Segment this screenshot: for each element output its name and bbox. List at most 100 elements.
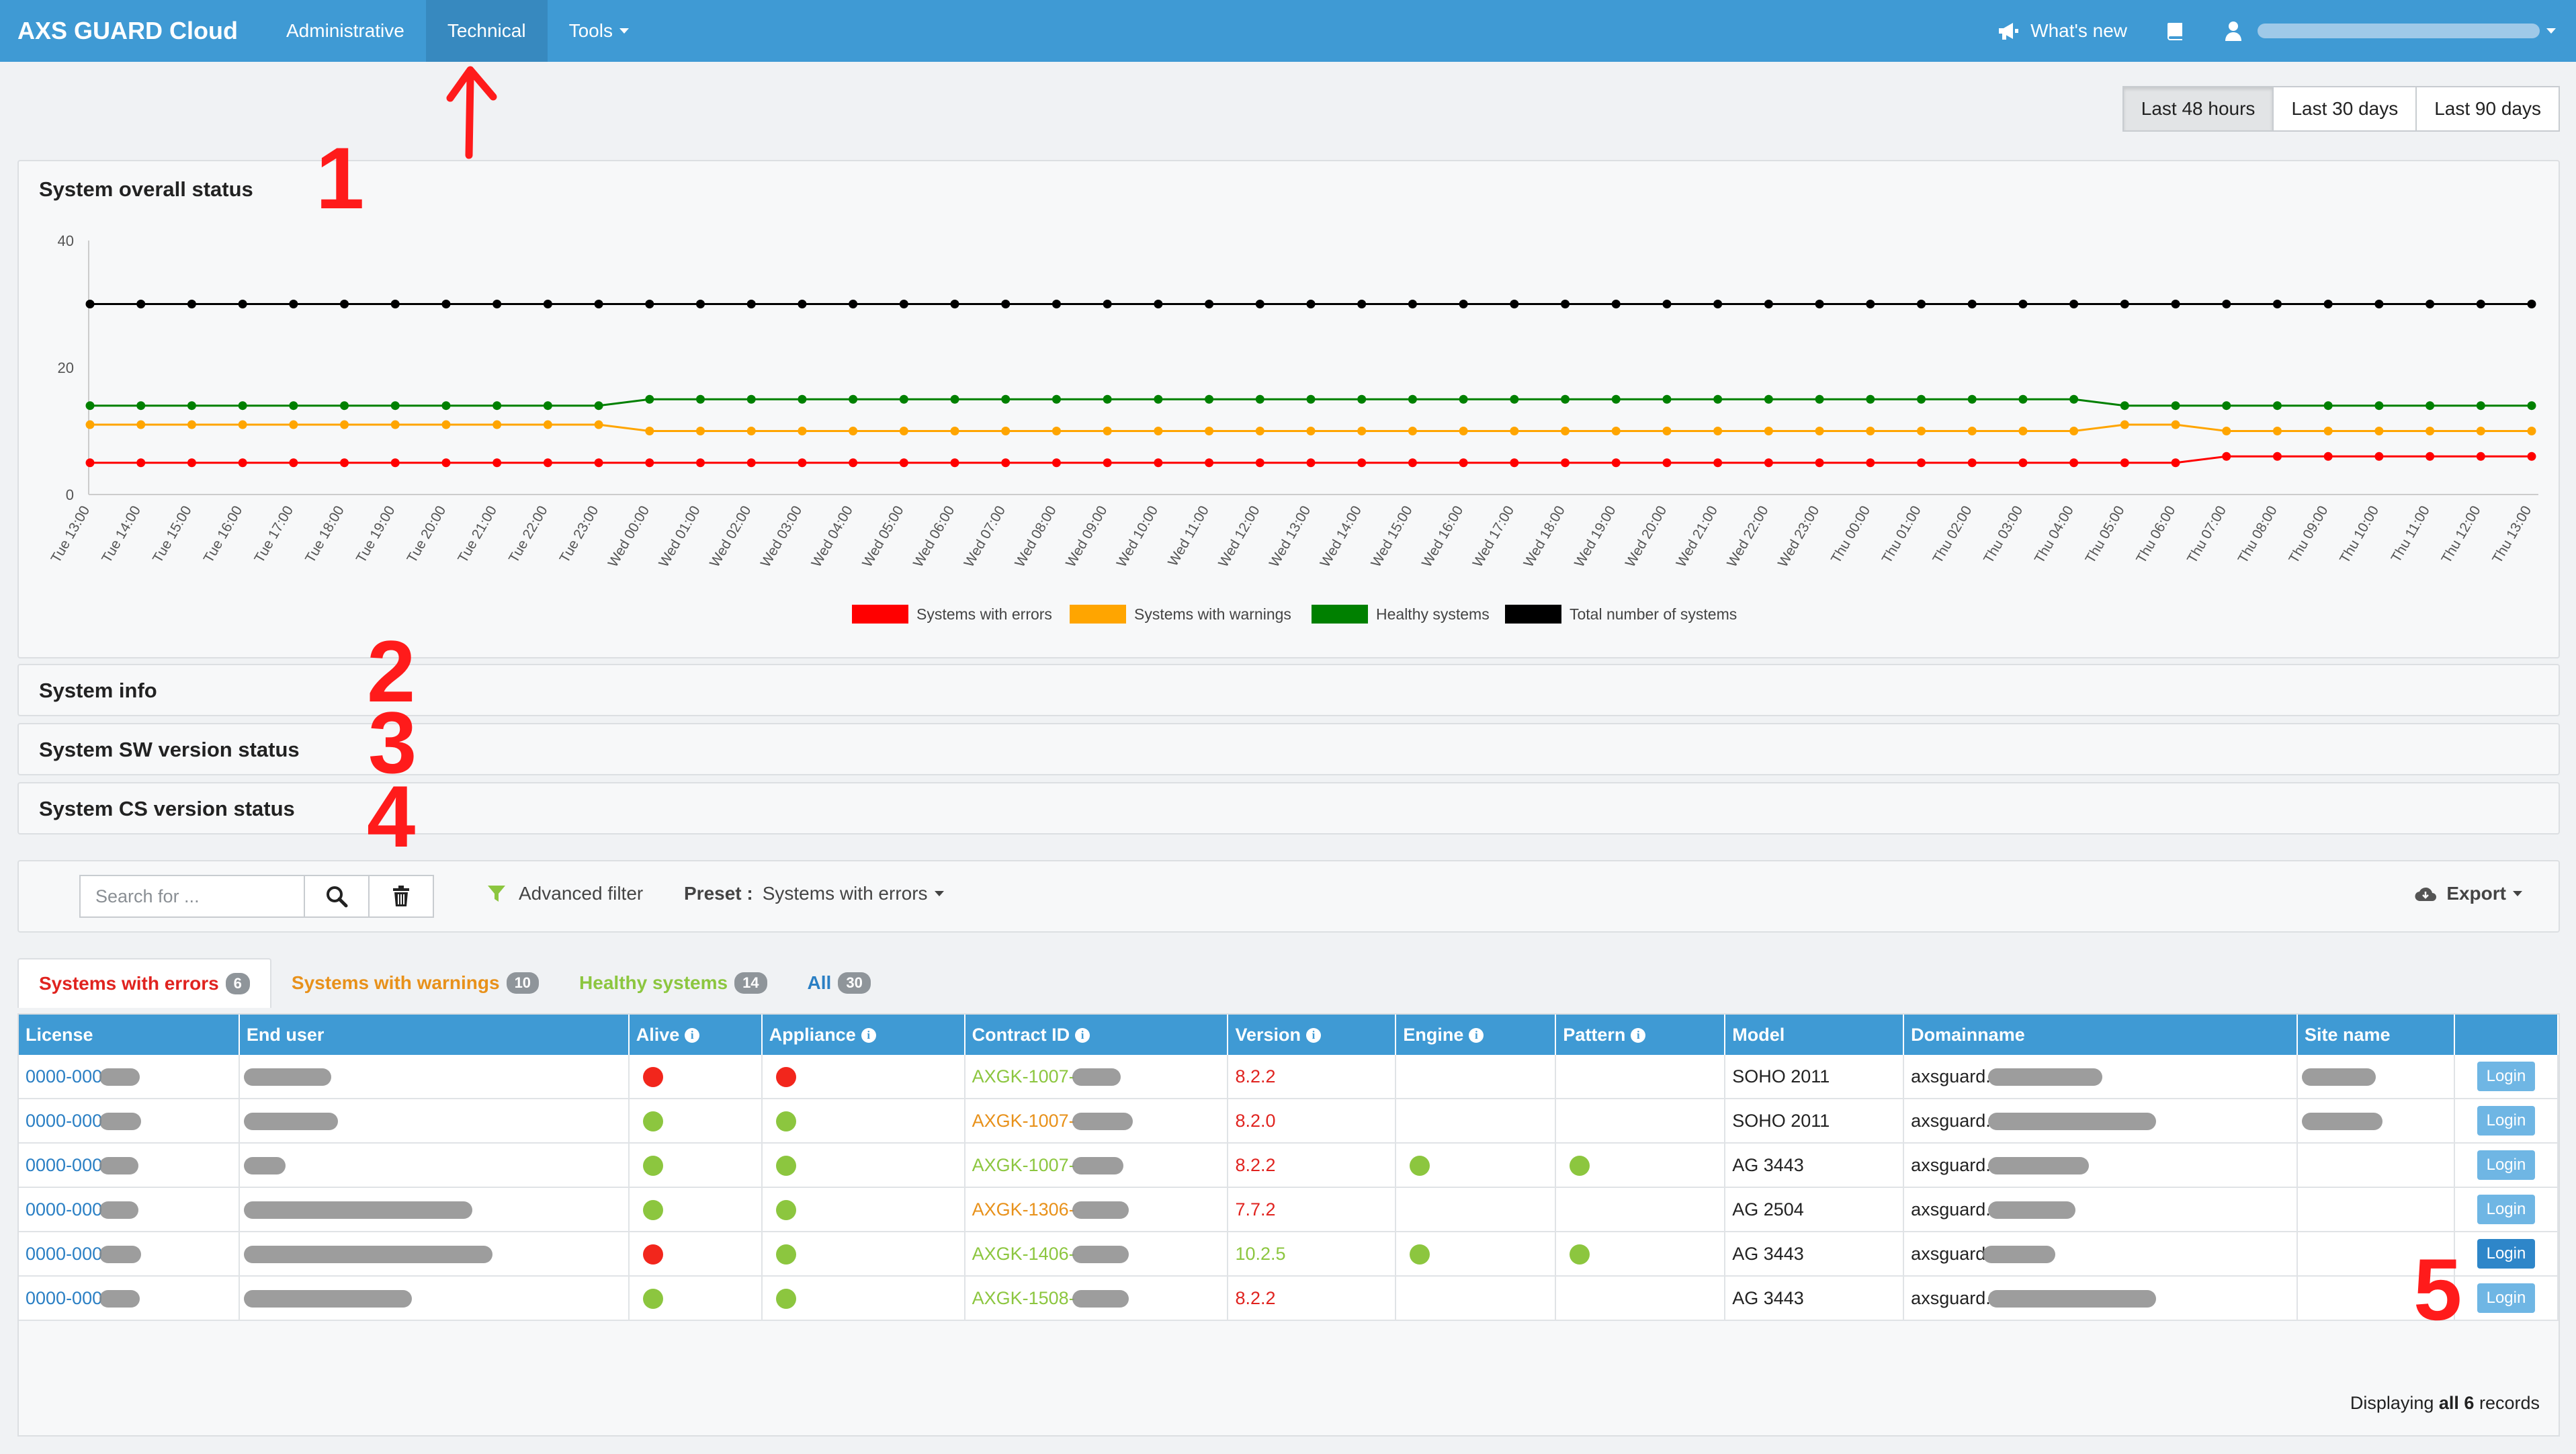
contract-cell: AXGK-1007- [964,1143,1229,1188]
table-row[interactable]: 0000-000 AXGK-1007- 8.2.2 SOHO 2011 axsguard… [19,1055,2559,1099]
tab-warnings[interactable]: Systems with warnings 10 [271,958,559,1008]
search-button[interactable] [304,875,370,918]
col-appliance[interactable]: Appliance i [761,1015,965,1055]
advanced-filter-button[interactable]: Advanced filter [486,883,643,904]
series-point-0 [1459,458,1468,468]
license-link[interactable]: 0000-000 [26,1243,103,1264]
cs-version-panel[interactable]: System CS version status [17,782,2560,835]
license-cell[interactable]: 0000-000 [19,1099,240,1144]
annotation-3: 3 [368,693,417,792]
x-tick-label: Wed 08:00 [1012,503,1060,570]
license-cell[interactable]: 0000-000 [19,1232,240,1277]
col-site-name[interactable]: Site name [2297,1015,2455,1055]
license-cell[interactable]: 0000-000 [19,1055,240,1099]
nav-administrative[interactable]: Administrative [265,0,426,62]
sw-version-title[interactable]: System SW version status [39,738,300,761]
records-count: Displaying all 6 records [2350,1393,2540,1414]
user-menu[interactable] [2205,0,2576,62]
login-button[interactable]: Login [2477,1062,2536,1091]
col-contract[interactable]: Contract ID i [964,1015,1229,1055]
cs-version-title[interactable]: System CS version status [39,797,295,820]
pattern-cell [1555,1055,1726,1099]
series-point-1 [1967,427,1977,435]
license-link[interactable]: 0000-000 [26,1199,103,1220]
series-point-2 [1917,394,1926,404]
x-tick-label: Wed 14:00 [1318,503,1365,570]
license-link[interactable]: 0000-000 [26,1066,103,1086]
table-row[interactable]: 0000-000 AXGK-1508- 8.2.2 AG 3443 axsguard. L… [19,1276,2559,1321]
login-button[interactable]: Login [2477,1195,2536,1224]
col-model[interactable]: Model [1725,1015,1905,1055]
system-info-panel[interactable]: System info [17,664,2560,716]
table-row[interactable]: 0000-000 AXGK-1306- 7.7.2 AG 2504 axsguard. L… [19,1187,2559,1232]
tab-healthy[interactable]: Healthy systems 14 [559,958,787,1008]
series-point-2 [289,401,298,411]
search-input[interactable] [79,875,305,918]
range-48h-button[interactable]: Last 48 hours [2122,86,2274,132]
info-icon[interactable]: i [1469,1028,1484,1043]
clear-button[interactable] [368,875,434,918]
col-domainname[interactable]: Domainname [1903,1015,2299,1055]
records-bold: all 6 [2438,1393,2475,1413]
range-30d-button[interactable]: Last 30 days [2272,86,2417,132]
info-icon[interactable]: i [1306,1028,1322,1043]
brand-logo[interactable]: AXS GUARD Cloud [17,17,238,44]
table-row[interactable]: 0000-000 AXGK-1007- 8.2.0 SOHO 2011 axsguard… [19,1099,2559,1144]
series-point-1 [390,420,400,429]
info-icon[interactable]: i [685,1028,700,1043]
login-button[interactable]: Login [2477,1283,2536,1313]
series-point-2 [1815,394,1824,404]
domain-cell: axsguard. [1903,1143,2299,1188]
export-dropdown[interactable]: Export [2414,883,2522,904]
preset-dropdown[interactable]: Preset : Systems with errors [684,883,944,904]
x-tick-label: Tue 17:00 [251,503,296,566]
info-icon[interactable]: i [861,1028,876,1043]
series-point-3 [2018,300,2028,308]
license-cell[interactable]: 0000-000 [19,1187,240,1232]
overall-status-title[interactable]: System overall status [39,177,253,201]
login-button[interactable]: Login [2477,1150,2536,1180]
version-cell: 8.2.0 [1228,1099,1397,1144]
login-button[interactable]: Login [2477,1106,2536,1136]
x-tick-label: Thu 01:00 [1879,503,1924,566]
range-90d-button[interactable]: Last 90 days [2415,86,2560,132]
col-pattern[interactable]: Pattern i [1555,1015,1726,1055]
col-alive[interactable]: Alive i [628,1015,763,1055]
nav-technical[interactable]: Technical [425,0,548,62]
x-tick-label: Wed 09:00 [1063,503,1111,570]
col-license[interactable]: License [19,1015,240,1055]
whats-new-link[interactable]: What's new [1978,0,2146,62]
system-info-title[interactable]: System info [39,679,157,702]
license-cell[interactable]: 0000-000 [19,1143,240,1188]
nav-tools[interactable]: Tools [548,0,650,62]
series-point-2 [187,401,196,411]
status-dot-green [1410,1244,1430,1265]
col-version[interactable]: Version i [1228,1015,1397,1055]
license-link[interactable]: 0000-000 [26,1110,103,1131]
x-tick-label: Thu 04:00 [2032,503,2077,566]
sw-version-panel[interactable]: System SW version status [17,723,2560,775]
series-point-0 [1408,458,1417,468]
col-end-user[interactable]: End user [239,1015,630,1055]
info-icon[interactable]: i [1631,1028,1646,1043]
tab-errors[interactable]: Systems with errors 6 [17,958,271,1008]
book-link[interactable] [2146,0,2205,62]
license-link[interactable]: 0000-000 [26,1154,103,1175]
login-button[interactable]: Login [2477,1239,2536,1269]
license-cell[interactable]: 0000-000 [19,1276,240,1321]
series-point-2 [1051,394,1061,404]
series-point-0 [2018,458,2028,468]
license-link[interactable]: 0000-000 [26,1287,103,1308]
series-point-3 [2069,300,2079,308]
tab-all[interactable]: All 30 [787,958,891,1008]
series-point-2 [1408,394,1417,404]
series-point-0 [645,458,654,468]
redacted [1983,1246,2056,1264]
redacted [99,1290,140,1308]
table-row[interactable]: 0000-000 AXGK-1406- 10.2.5 AG 3443 axsguard L… [19,1232,2559,1277]
info-icon[interactable]: i [1075,1028,1090,1043]
status-dot-green [775,1199,796,1220]
table-row[interactable]: 0000-000 AXGK-1007- 8.2.2 AG 3443 axsguard. L… [19,1143,2559,1188]
version-value: 7.7.2 [1235,1199,1276,1220]
col-engine[interactable]: Engine i [1396,1015,1557,1055]
